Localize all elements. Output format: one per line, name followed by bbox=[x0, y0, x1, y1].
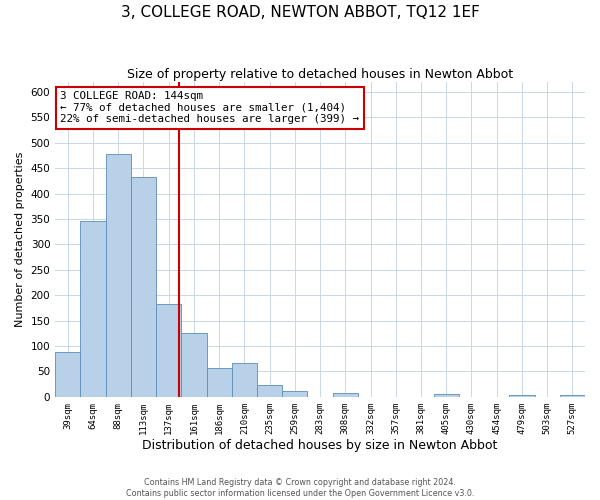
Y-axis label: Number of detached properties: Number of detached properties bbox=[15, 152, 25, 327]
Bar bbox=[232, 363, 257, 397]
Bar bbox=[282, 390, 307, 397]
Bar bbox=[509, 396, 535, 397]
Bar bbox=[332, 393, 358, 397]
Bar bbox=[55, 352, 80, 397]
Bar bbox=[131, 177, 156, 397]
X-axis label: Distribution of detached houses by size in Newton Abbot: Distribution of detached houses by size … bbox=[142, 440, 498, 452]
Text: Contains HM Land Registry data © Crown copyright and database right 2024.
Contai: Contains HM Land Registry data © Crown c… bbox=[126, 478, 474, 498]
Bar bbox=[156, 304, 181, 397]
Text: 3 COLLEGE ROAD: 144sqm
← 77% of detached houses are smaller (1,404)
22% of semi-: 3 COLLEGE ROAD: 144sqm ← 77% of detached… bbox=[61, 91, 359, 124]
Bar bbox=[206, 368, 232, 397]
Bar bbox=[181, 334, 206, 397]
Text: 3, COLLEGE ROAD, NEWTON ABBOT, TQ12 1EF: 3, COLLEGE ROAD, NEWTON ABBOT, TQ12 1EF bbox=[121, 5, 479, 20]
Bar bbox=[257, 384, 282, 397]
Bar bbox=[434, 394, 459, 397]
Title: Size of property relative to detached houses in Newton Abbot: Size of property relative to detached ho… bbox=[127, 68, 513, 80]
Bar bbox=[80, 222, 106, 397]
Bar bbox=[560, 396, 585, 397]
Bar bbox=[106, 154, 131, 397]
